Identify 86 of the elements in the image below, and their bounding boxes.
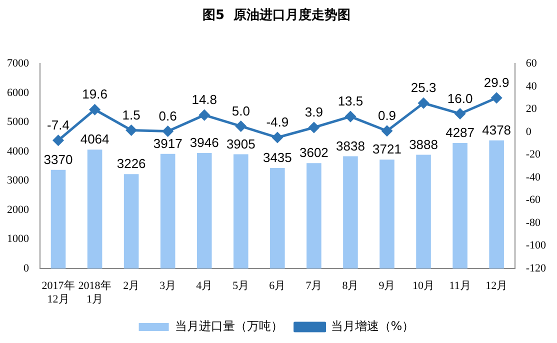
x-tick-label: 11月 [449,280,471,292]
x-tick-label: 12月 [486,280,508,292]
data-label: 1.5 [122,107,140,122]
data-label: 25.3 [410,80,436,96]
data-label: 3435 [262,150,292,166]
data-label: -7.4 [47,117,70,132]
data-label: 3888 [409,136,438,152]
x-tick-label: 2月 [123,280,140,292]
legend-label: 当月进口量（万吨） [174,319,283,334]
bar [416,154,431,269]
y-tick-label: 4000 [7,145,30,158]
point [199,110,210,120]
x-tick-label: 7月 [306,280,322,292]
data-label: 3226 [116,156,146,172]
point [236,120,246,132]
legend-label: 当月增速（%） [330,319,414,334]
bar [270,168,285,269]
bar [87,150,102,269]
data-label: 29.9 [484,74,510,90]
chart-title: 图5 原油进口月度走势图 [202,7,351,24]
y2-tick-label: -40 [526,171,541,184]
y-tick-label: 7000 [7,57,30,70]
bar [233,154,248,269]
bar [124,174,139,269]
bar [343,156,358,269]
data-label: 3.9 [304,104,323,120]
data-label: 4378 [482,122,512,138]
data-label: 14.8 [192,92,218,108]
data-label: 4287 [446,125,475,140]
y2-tick-label: -100 [526,240,546,252]
y2-tick-label: -20 [526,148,541,161]
data-label: 3917 [153,136,182,151]
bar [196,153,212,269]
point [345,111,356,122]
y2-tick-label: -60 [526,194,541,206]
point [272,132,283,143]
point [90,104,100,115]
y2-tick-label: -80 [526,216,541,229]
bar [160,154,176,269]
data-label: 0.9 [378,108,396,123]
y-tick-label: 1000 [7,233,30,246]
y-tick-label: 3000 [7,174,30,187]
x-tick-label: 10月 [412,280,435,292]
data-label: 13.5 [338,94,364,109]
data-label: -4.9 [266,114,289,130]
y2-tick-label: 40 [526,80,538,92]
bar [306,163,322,269]
x-tick-label: 5月 [232,280,250,292]
data-label: 3946 [190,135,219,150]
x-tick-label: 4月 [196,280,213,292]
point [126,124,137,136]
y2-tick-label: 20 [526,103,538,116]
bar [452,143,468,269]
bar [489,140,504,269]
data-label: 5.0 [232,103,250,118]
data-label: 19.6 [82,86,108,102]
data-label: 0.6 [158,108,177,124]
y-tick-label: 0 [24,262,30,274]
data-label: 3721 [372,142,402,157]
y-tick-label: 6000 [7,86,30,99]
y-tick-label: 2000 [7,204,30,216]
x-tick-label: 3月 [160,280,176,292]
point [162,126,174,136]
x-tick-label: 2018年 1月 [78,280,112,306]
data-label: 16.0 [447,90,473,106]
x-tick-label: 9月 [378,280,396,292]
point [382,126,392,136]
y-tick-label: 5000 [7,116,30,128]
point [418,98,429,108]
bar [380,160,394,269]
x-tick-label: 6月 [269,280,286,292]
point [454,108,466,119]
point [308,122,320,133]
x-tick-label: 8月 [342,280,359,292]
data-label: 3370 [44,152,73,167]
data-label: 4064 [80,132,110,147]
y2-tick-label: 0 [526,126,532,138]
data-label: 3602 [299,145,328,160]
data-label: 3838 [336,138,365,154]
data-label: 3905 [226,136,256,152]
bar [50,170,66,269]
point [53,135,64,146]
point [491,92,502,104]
y2-tick-label: -120 [526,262,546,274]
x-tick-label: 2017年 12月 [42,280,75,306]
y2-tick-label: 60 [526,57,538,70]
